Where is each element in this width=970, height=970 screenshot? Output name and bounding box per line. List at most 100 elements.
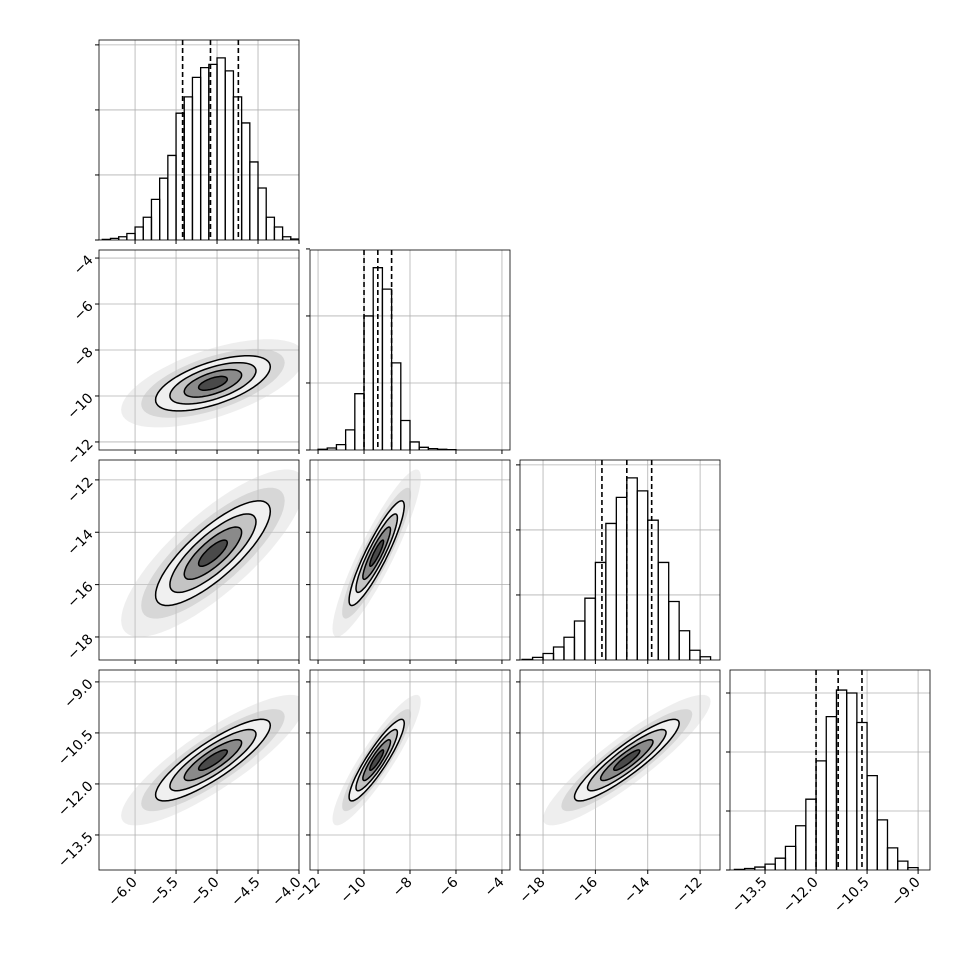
contour-line xyxy=(154,500,272,607)
x-tick-label: −10 xyxy=(337,874,369,906)
x-tick-label: −5.5 xyxy=(146,874,181,909)
histogram-bin xyxy=(134,226,144,240)
histogram-bin xyxy=(344,429,356,450)
panel xyxy=(520,670,720,870)
x-tick-label: −5.0 xyxy=(187,874,222,909)
histogram-bin xyxy=(668,600,680,660)
histogram-bin xyxy=(418,446,430,450)
contour-line xyxy=(183,368,243,398)
contour-line xyxy=(355,513,399,594)
panel xyxy=(310,670,510,870)
histogram-bin xyxy=(794,825,807,870)
y-tick-label: −9.0 xyxy=(61,676,96,711)
histogram-bin xyxy=(150,198,161,240)
histogram-bin xyxy=(265,216,276,240)
y-tick-label: −13.5 xyxy=(55,829,97,871)
histogram-bin xyxy=(257,187,267,240)
y-tick-label: −12.0 xyxy=(55,778,97,820)
histogram-bin xyxy=(183,96,194,240)
histogram-bin xyxy=(699,656,712,660)
histogram-bin xyxy=(290,238,299,240)
y-tick-label: −12 xyxy=(64,436,96,468)
x-tick-label: −16 xyxy=(569,874,601,906)
contour-line xyxy=(154,355,272,412)
histogram-bin xyxy=(542,652,555,660)
panel-frame xyxy=(729,669,931,871)
histogram-bin xyxy=(647,519,659,660)
contour-fill xyxy=(369,749,384,771)
contour-line xyxy=(197,749,229,772)
histogram-bin xyxy=(594,561,607,660)
contour-line xyxy=(348,718,406,802)
y-tick-label: −10 xyxy=(64,390,96,422)
panel xyxy=(310,460,510,660)
histogram-bin xyxy=(805,798,817,870)
contour-fill xyxy=(198,749,228,771)
histogram-bin xyxy=(897,860,909,870)
histogram-bin xyxy=(784,845,797,870)
histogram-bin xyxy=(678,630,691,660)
histogram-bin xyxy=(615,496,628,660)
histogram-bin xyxy=(815,760,827,870)
y-tick-label: −16 xyxy=(64,579,96,611)
contour-line xyxy=(355,728,399,792)
contour-line xyxy=(369,539,385,568)
histogram-bin xyxy=(825,715,838,870)
histogram-bin xyxy=(626,477,638,660)
contour-line xyxy=(599,738,654,782)
contour-fill xyxy=(613,749,640,771)
histogram-bin xyxy=(199,66,210,240)
histogram-bin xyxy=(636,490,649,660)
y-tick-label: −6 xyxy=(71,298,97,324)
panel-frame xyxy=(98,249,300,451)
panel xyxy=(99,40,299,240)
histogram-bin xyxy=(142,216,153,240)
contour-line xyxy=(183,738,243,782)
contour-line xyxy=(348,500,406,607)
contour-line xyxy=(183,526,243,581)
panel xyxy=(310,250,510,450)
contour-line xyxy=(369,749,385,772)
histogram-bin xyxy=(754,866,766,870)
contour-line xyxy=(586,728,667,792)
histogram-bin xyxy=(381,288,393,450)
panel-frame xyxy=(309,249,511,451)
x-tick-label: −4 xyxy=(482,874,508,900)
histogram-bin xyxy=(224,70,235,240)
x-tick-label: −12.0 xyxy=(780,874,822,916)
histogram-bin xyxy=(335,443,347,450)
histogram-bin xyxy=(409,441,420,450)
panel-frame xyxy=(309,669,511,871)
contour-line xyxy=(362,738,392,782)
histogram-bin xyxy=(563,636,576,660)
panel-frame xyxy=(98,459,300,661)
panel xyxy=(99,460,299,660)
histogram-bin xyxy=(232,96,243,240)
contour-line xyxy=(169,513,257,594)
x-tick-label: −10.5 xyxy=(831,874,873,916)
histogram-bin xyxy=(249,161,259,240)
contour-line xyxy=(169,728,257,792)
contour-line xyxy=(197,539,229,568)
contour-fill xyxy=(369,540,384,567)
histogram-bin xyxy=(657,561,670,660)
histogram-bin xyxy=(774,857,787,870)
histogram-bin xyxy=(281,236,292,240)
panel-frame xyxy=(309,459,511,661)
y-tick-label: −14 xyxy=(64,527,96,559)
histogram-bin xyxy=(167,154,177,240)
panel-frame xyxy=(519,459,721,661)
x-tick-label: −4.5 xyxy=(228,874,263,909)
histogram-bin xyxy=(573,620,586,660)
histogram-bin xyxy=(191,76,202,240)
panel xyxy=(99,250,299,450)
panel xyxy=(99,670,299,870)
x-tick-label: −13.5 xyxy=(729,874,771,916)
histogram-bin xyxy=(400,419,411,450)
histogram-bin xyxy=(846,692,858,870)
contour-line xyxy=(573,718,680,802)
contour-line xyxy=(169,361,257,405)
x-tick-label: −8 xyxy=(390,874,416,900)
x-tick-label: −12 xyxy=(674,874,706,906)
histogram-bin xyxy=(688,649,701,660)
